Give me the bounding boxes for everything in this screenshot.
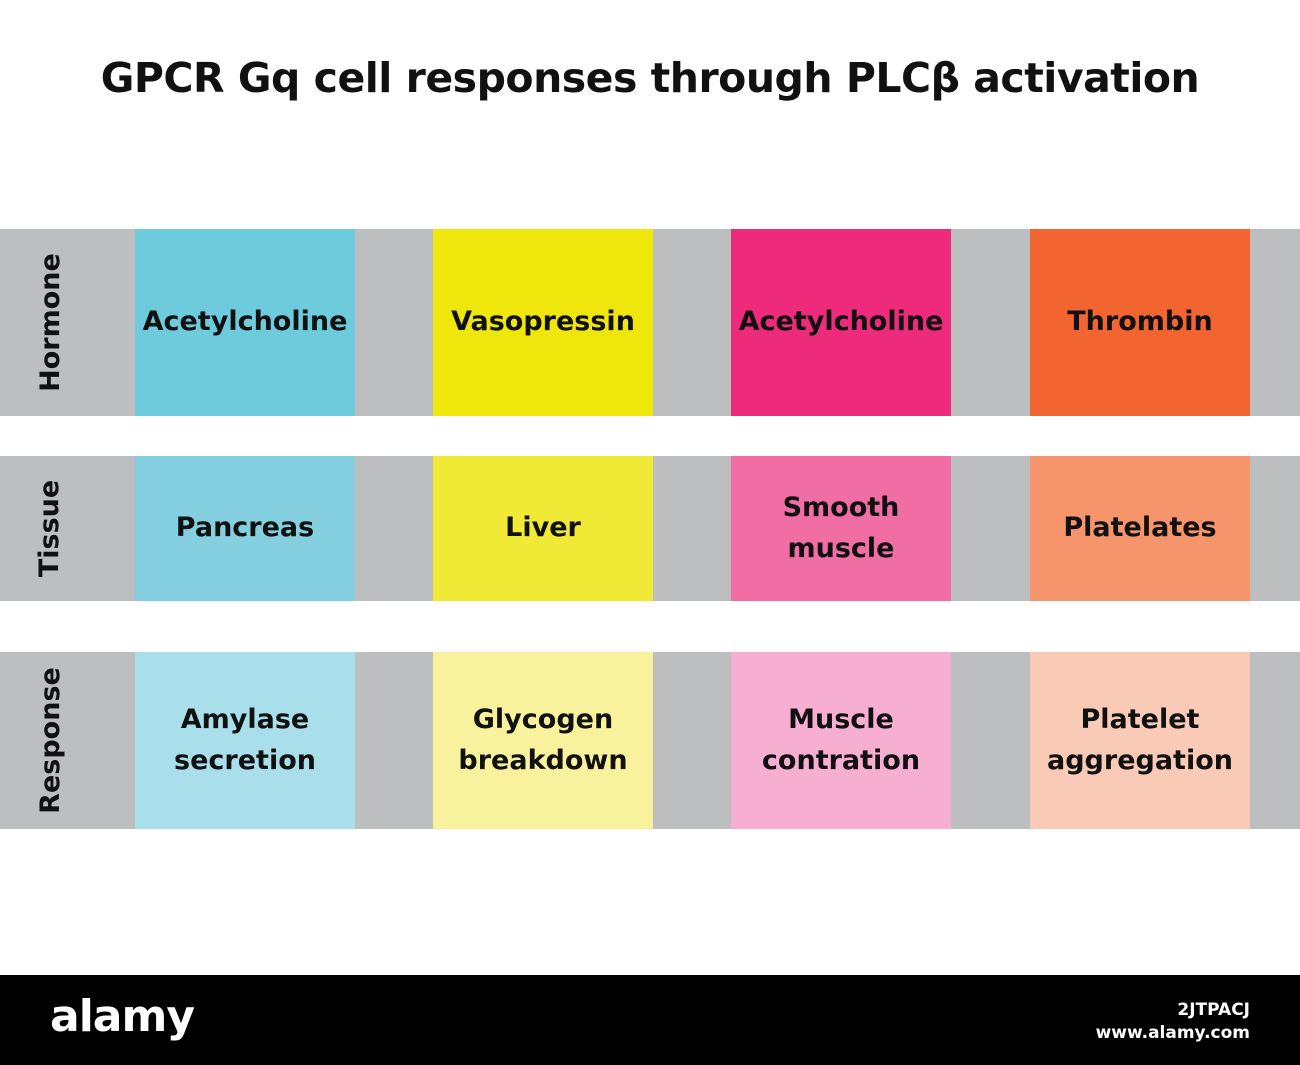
cell-hormone-3: Acetylcholine <box>731 229 951 416</box>
cell-response-3: Muscle contration <box>731 652 951 829</box>
website-url: www.alamy.com <box>1095 1023 1250 1043</box>
row-tissue: Tissue Pancreas Liver Smooth muscle Plate… <box>0 456 1300 601</box>
row-hormone: Hormone Acetylcholine Vasopressin Acetyl… <box>0 229 1300 416</box>
cell-response-4: Platelet aggregation <box>1030 652 1250 829</box>
image-id-block: 2JTPACJ www.alamy.com <box>1096 999 1250 1045</box>
page-title: GPCR Gq cell responses through PLCβ acti… <box>100 54 1200 102</box>
cell-tissue-1: Pancreas <box>135 456 355 601</box>
cell-response-2: Glycogen breakdown <box>433 652 653 829</box>
cell-hormone-2: Vasopressin <box>433 229 653 416</box>
row-label-response: Response <box>34 667 66 814</box>
image-id: 2JTPACJ <box>1177 1000 1250 1020</box>
watermark-footer: alamy 2JTPACJ www.alamy.com <box>0 975 1300 1065</box>
cell-tissue-2: Liver <box>433 456 653 601</box>
row-response: Response Amylase secretion Glycogen breakd… <box>0 652 1300 829</box>
alamy-logo: alamy <box>50 991 195 1042</box>
row-label-hormone: Hormone <box>34 253 66 392</box>
row-label-tissue: Tissue <box>34 479 66 578</box>
cell-hormone-1: Acetylcholine <box>135 229 355 416</box>
cell-hormone-4: Thrombin <box>1030 229 1250 416</box>
cell-tissue-3: Smooth muscle <box>731 456 951 601</box>
cell-response-1: Amylase secretion <box>135 652 355 829</box>
cell-tissue-4: Platelates <box>1030 456 1250 601</box>
